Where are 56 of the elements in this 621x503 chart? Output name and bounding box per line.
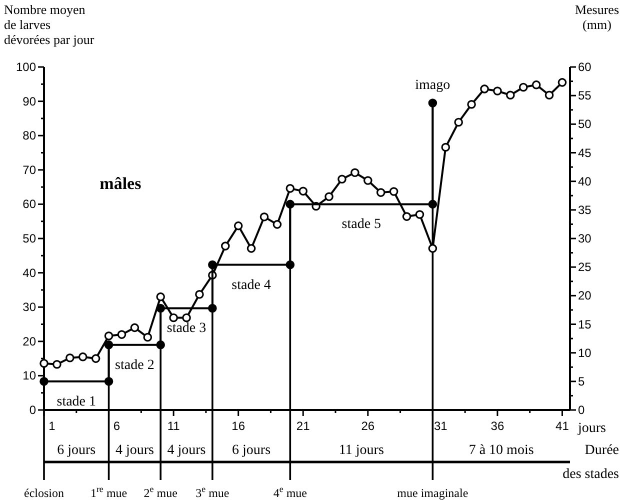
y-axis-title: Nombre moyen de larves dévorées par jour <box>4 2 95 47</box>
y-tick-label: 90 <box>22 94 36 108</box>
y2-axis-title: Mesures (mm) <box>574 2 620 32</box>
annotation: stade 4 <box>232 278 271 293</box>
x-tick-label: 36 <box>490 419 504 433</box>
text: 4 jours <box>115 443 154 458</box>
x-tick-label: 26 <box>361 419 375 433</box>
y2-tick-label: 20 <box>578 288 592 303</box>
x-tick-label: 1 <box>48 419 56 433</box>
y-tick-label: 60 <box>22 197 36 212</box>
y2-tick-label: 15 <box>578 317 592 332</box>
annotation: stade 1 <box>56 394 96 410</box>
y2-tick-label: 40 <box>578 174 592 188</box>
y2-tick-label: 10 <box>578 346 592 360</box>
y-tick-label: 80 <box>22 128 36 143</box>
y2-tick-label: 45 <box>578 146 592 160</box>
y2-tick-label: 55 <box>578 88 592 103</box>
y-tick-label: 70 <box>22 162 36 177</box>
text: 11 jours <box>338 443 384 458</box>
y-tick-label: 10 <box>22 368 36 383</box>
annotation: stade 5 <box>342 217 382 232</box>
ref-line-label: 2$^{e}$ mue <box>144 484 178 500</box>
ref-line-label: mue imaginale <box>397 486 468 500</box>
text: Durée des stades <box>562 443 619 482</box>
y-tick-label: 30 <box>22 300 36 314</box>
ref-line-label: 1$^{re}$ mue <box>90 484 128 500</box>
annotation: imago <box>415 78 450 94</box>
x-tick-label: 31 <box>434 419 448 433</box>
x-tick-label: 41 <box>556 419 570 433</box>
x-tick-label: 11 <box>167 419 180 433</box>
y2-tick-label: 30 <box>578 232 592 246</box>
y-tick-label: 0 <box>29 403 36 417</box>
x-axis-title: jours <box>577 421 606 436</box>
y2-tick-label: 0 <box>578 403 585 417</box>
y2-tick-label: 35 <box>578 202 592 217</box>
y-tick-label: 40 <box>22 266 36 280</box>
ref-line-label: éclosion <box>24 486 64 500</box>
text: 6 jours <box>57 443 96 458</box>
ref-line-label: 3$^{e}$ mue <box>196 484 230 500</box>
y2-tick-label: 25 <box>578 260 592 274</box>
text: 6 jours <box>232 443 271 458</box>
y-tick-label: 100 <box>16 60 36 74</box>
y-tick-label: 20 <box>22 334 36 348</box>
annotation: stade 2 <box>115 358 154 373</box>
x-tick-label: 21 <box>296 419 310 433</box>
y2-tick-label: 60 <box>578 60 592 74</box>
y2-tick-label: 5 <box>578 374 585 388</box>
x-tick-label: 6 <box>113 419 120 433</box>
ref-line-label: 4$^{e}$ mue <box>273 484 307 500</box>
y2-tick-label: 50 <box>578 117 592 132</box>
x-tick-label: 16 <box>232 419 246 433</box>
annotation: stade 3 <box>166 321 206 336</box>
text: 4 jours <box>167 443 206 458</box>
y-tick-label: 50 <box>22 232 36 246</box>
text: 7 à 10 mois <box>468 443 534 458</box>
annotation: mâles <box>100 174 142 193</box>
